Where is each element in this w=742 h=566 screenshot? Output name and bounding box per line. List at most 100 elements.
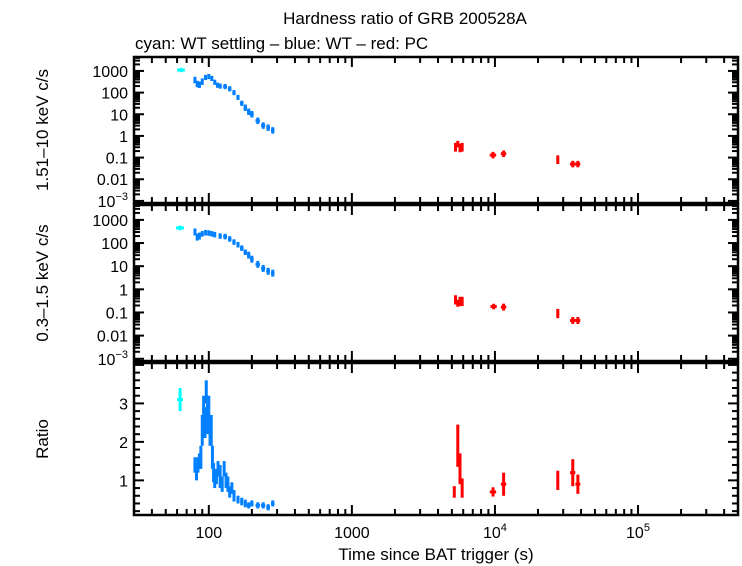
data-point <box>575 160 581 168</box>
y-tick-label: 2 <box>119 435 128 452</box>
data-point <box>266 267 271 275</box>
x-axis-label: Time since BAT trigger (s) <box>338 545 533 564</box>
data-point <box>176 225 184 231</box>
series-wt <box>193 380 275 511</box>
y-axis-label: Ratio <box>33 419 52 459</box>
y-tick-label: 1 <box>119 473 128 490</box>
data-point <box>213 231 217 238</box>
data-point <box>556 470 560 490</box>
data-point <box>453 142 457 152</box>
y-tick-label: 1 <box>119 282 128 299</box>
data-point <box>207 230 211 236</box>
data-point <box>261 264 266 272</box>
data-point <box>215 82 219 88</box>
y-tick-label: 10−3 <box>98 191 128 211</box>
series-pc <box>452 424 581 498</box>
data-point <box>249 255 254 263</box>
data-point <box>247 502 251 509</box>
y-tick-label: 100 <box>101 86 128 103</box>
data-point <box>266 124 271 131</box>
data-point <box>452 486 456 498</box>
y-tick-label: 0.01 <box>97 172 128 189</box>
y-tick-label: 0.1 <box>106 305 128 322</box>
data-point <box>209 414 213 446</box>
data-point <box>232 489 236 502</box>
data-point <box>200 231 204 237</box>
y-tick-label: 10 <box>110 259 128 276</box>
data-point <box>249 111 254 118</box>
data-point <box>489 151 497 159</box>
data-point <box>460 296 464 307</box>
y-tick-label: 10 <box>110 107 128 124</box>
panel-1: 1000 100 10 1 0.1 0.01 10−3 1.51–10 keV c/s <box>33 55 740 211</box>
data-point <box>197 232 201 240</box>
data-point <box>261 502 266 509</box>
data-point <box>218 233 222 239</box>
x-tick-label: 105 <box>626 522 650 542</box>
data-point <box>255 502 261 509</box>
panel-frame <box>132 203 740 363</box>
data-point <box>177 67 185 73</box>
data-point <box>239 100 244 106</box>
data-point <box>204 74 208 81</box>
y-tick-label: 1000 <box>92 213 128 230</box>
data-point <box>207 73 211 80</box>
series-wt_settling <box>176 225 184 231</box>
data-point <box>227 86 232 92</box>
data-point <box>243 249 248 256</box>
x-tick-label: 1000 <box>334 525 370 542</box>
series-wt_settling <box>177 67 185 73</box>
data-point <box>232 89 236 96</box>
data-point <box>199 445 203 469</box>
data-point <box>239 245 244 251</box>
y-tick-label: 100 <box>101 236 128 253</box>
data-point <box>195 233 199 241</box>
series-pc <box>453 295 581 324</box>
data-point <box>226 476 230 492</box>
data-point <box>570 459 576 487</box>
data-point <box>177 388 183 412</box>
data-point <box>203 407 207 439</box>
data-point <box>220 476 224 492</box>
data-point <box>490 303 497 310</box>
panel-3: 1 2 3 Ratio <box>33 361 740 517</box>
data-point <box>236 495 240 504</box>
data-point <box>500 150 507 158</box>
y-axis-label: 0.3–1.5 keV c/s <box>33 224 52 341</box>
data-point <box>218 83 222 89</box>
x-tick-label: 104 <box>483 522 507 542</box>
data-point <box>204 229 208 236</box>
data-point <box>236 94 240 101</box>
data-point <box>270 127 275 134</box>
data-point <box>453 295 457 305</box>
data-point <box>500 472 507 496</box>
data-point <box>247 108 251 116</box>
data-point <box>243 104 248 111</box>
data-point <box>456 424 460 467</box>
data-point <box>489 487 497 497</box>
panel-2: 1000 100 10 1 0.1 0.01 10−3 0.3–1.5 keV c/s <box>33 203 740 369</box>
data-point <box>570 160 576 168</box>
data-point <box>210 75 214 82</box>
y-axis-label: 1.51–10 keV c/s <box>33 69 52 191</box>
data-point <box>223 83 227 90</box>
y-tick-label: 0.01 <box>97 329 128 346</box>
data-point <box>213 79 217 85</box>
x-tick-label: 100 <box>195 525 222 542</box>
y-tick-label: 3 <box>119 396 128 413</box>
data-point <box>575 317 581 324</box>
y-tick-label: 1 <box>119 129 128 146</box>
data-point <box>228 486 232 498</box>
data-point <box>460 478 464 498</box>
data-point <box>458 453 462 485</box>
data-point <box>204 380 208 404</box>
data-point <box>197 81 201 89</box>
data-point <box>250 500 254 507</box>
series-pc <box>453 140 581 168</box>
data-point <box>243 499 247 508</box>
data-point <box>556 155 560 165</box>
data-point <box>200 78 204 85</box>
panel-frame <box>132 361 740 517</box>
data-point <box>193 228 197 236</box>
data-point <box>195 80 199 88</box>
